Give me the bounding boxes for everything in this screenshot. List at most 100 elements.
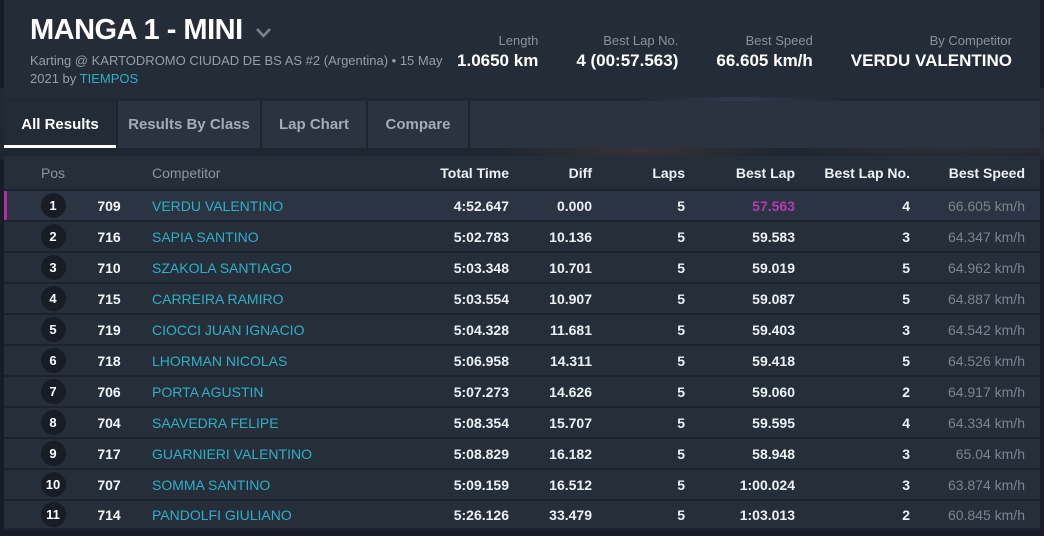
results-table: Pos Competitor Total Time Diff Laps Best…: [4, 156, 1040, 530]
best-speed: 64.347 km/h: [947, 228, 1025, 245]
best-speed: 64.887 km/h: [947, 290, 1025, 307]
table-row[interactable]: 9 717 GUARNIERI VALENTINO 5:08.829 16.18…: [4, 437, 1040, 468]
diff: 10.136: [549, 228, 592, 245]
table-row[interactable]: 4 715 CARREIRA RAMIRO 5:03.554 10.907 5 …: [4, 282, 1040, 313]
kart-number: 706: [97, 383, 121, 400]
best-lap: 1:00.024: [739, 476, 795, 493]
best-lap: 59.019: [752, 259, 795, 276]
results-table-header: Pos Competitor Total Time Diff Laps Best…: [4, 156, 1040, 189]
best-lap-no: 4: [902, 197, 910, 214]
tab-results-by-class[interactable]: Results By Class: [118, 101, 262, 148]
position-badge: 3: [40, 255, 66, 280]
table-row[interactable]: 7 706 PORTA AGUSTIN 5:07.273 14.626 5 59…: [4, 375, 1040, 406]
session-stats: Length 1.0650 km Best Lap No. 4 (00:57.5…: [457, 14, 1012, 97]
results-table-body: 1 709 VERDU VALENTINO 4:52.647 0.000 5 5…: [4, 189, 1040, 530]
table-row[interactable]: 10 707 SOMMA SANTINO 5:09.159 16.512 5 1…: [4, 468, 1040, 499]
position-badge: 2: [40, 224, 66, 249]
kart-number: 709: [97, 197, 121, 214]
competitor-name-link[interactable]: CARREIRA RAMIRO: [152, 290, 284, 307]
competitor-name-link[interactable]: SAPIA SANTINO: [152, 228, 259, 245]
tab-lap-chart[interactable]: Lap Chart: [262, 101, 368, 148]
best-speed: 64.334 km/h: [947, 414, 1025, 431]
position-cell: 6: [4, 348, 82, 373]
best-lap-no: 5: [902, 259, 910, 276]
best-lap: 59.060: [752, 383, 795, 400]
best-lap-no: 3: [902, 228, 910, 245]
total-time: 5:06.958: [453, 352, 509, 369]
total-time: 5:07.273: [453, 383, 509, 400]
kart-number: 719: [97, 321, 121, 338]
position-badge: 8: [40, 410, 66, 435]
table-row[interactable]: 5 719 CIOCCI JUAN IGNACIO 5:04.328 11.68…: [4, 313, 1040, 344]
competitor-name-link[interactable]: GUARNIERI VALENTINO: [152, 445, 312, 462]
kart-number: 707: [97, 476, 121, 493]
competitor-name-link[interactable]: CIOCCI JUAN IGNACIO: [152, 321, 305, 338]
total-time: 5:08.829: [453, 445, 509, 462]
stat-by-competitor: By Competitor VERDU VALENTINO: [851, 33, 1012, 97]
table-row[interactable]: 3 710 SZAKOLA SANTIAGO 5:03.348 10.701 5…: [4, 251, 1040, 282]
position-cell: 9: [4, 441, 82, 466]
best-lap: 59.418: [752, 352, 795, 369]
table-row[interactable]: 6 718 LHORMAN NICOLAS 5:06.958 14.311 5 …: [4, 344, 1040, 375]
tab-all-results[interactable]: All Results: [4, 101, 118, 148]
header-competitor: Competitor: [152, 164, 221, 181]
kart-number: 717: [97, 445, 121, 462]
competitor-name-link[interactable]: LHORMAN NICOLAS: [152, 352, 288, 369]
competitor-name-link[interactable]: PANDOLFI GIULIANO: [152, 506, 292, 523]
position-badge: 5: [40, 317, 66, 342]
position-badge: 1: [40, 193, 66, 218]
stat-value: 1.0650 km: [457, 51, 539, 70]
table-row[interactable]: 1 709 VERDU VALENTINO 4:52.647 0.000 5 5…: [4, 189, 1040, 220]
laps: 5: [677, 383, 685, 400]
best-lap-no: 3: [902, 445, 910, 462]
position-cell: 10: [4, 472, 82, 497]
competitor-name-link[interactable]: SAAVEDRA FELIPE: [152, 414, 279, 431]
header-best-lap: Best Lap: [735, 164, 795, 181]
chevron-down-icon[interactable]: [255, 27, 272, 39]
results-page: MANGA 1 - MINI Karting @ KARTODROMO CIUD…: [4, 0, 1040, 530]
stat-length: Length 1.0650 km: [457, 33, 538, 97]
tab-compare[interactable]: Compare: [368, 101, 470, 148]
best-lap: 59.583: [752, 228, 795, 245]
diff: 10.701: [549, 259, 592, 276]
competitor-name-link[interactable]: SOMMA SANTINO: [152, 476, 271, 493]
header-laps: Laps: [652, 164, 685, 181]
header-total-time: Total Time: [440, 164, 509, 181]
laps: 5: [677, 259, 685, 276]
tiempos-link[interactable]: TIEMPOS: [79, 71, 139, 86]
session-info: MANGA 1 - MINI Karting @ KARTODROMO CIUD…: [30, 14, 457, 97]
page-title: MANGA 1 - MINI: [30, 14, 243, 46]
kart-number: 715: [97, 290, 121, 307]
position-cell: 11: [4, 502, 82, 527]
stat-value: 4 (00:57.563): [576, 51, 679, 70]
competitor-name-link[interactable]: PORTA AGUSTIN: [152, 383, 264, 400]
diff: 16.182: [549, 445, 592, 462]
position-badge: 6: [40, 348, 66, 373]
best-lap: 58.948: [752, 445, 795, 462]
laps: 5: [677, 228, 685, 245]
best-speed: 65.04 km/h: [955, 445, 1025, 462]
kart-number: 716: [97, 228, 121, 245]
table-row[interactable]: 2 716 SAPIA SANTINO 5:02.783 10.136 5 59…: [4, 220, 1040, 251]
stat-label: By Competitor: [929, 33, 1012, 48]
best-lap-no: 3: [902, 321, 910, 338]
laps: 5: [677, 414, 685, 431]
competitor-name-link[interactable]: SZAKOLA SANTIAGO: [152, 259, 293, 276]
best-speed: 63.874 km/h: [947, 476, 1025, 493]
table-row[interactable]: 8 704 SAAVEDRA FELIPE 5:08.354 15.707 5 …: [4, 406, 1040, 437]
stat-value: VERDU VALENTINO: [850, 51, 1012, 70]
table-row[interactable]: 11 714 PANDOLFI GIULIANO 5:26.126 33.479…: [4, 499, 1040, 530]
diff: 14.311: [549, 352, 592, 369]
competitor-name-link[interactable]: VERDU VALENTINO: [152, 197, 284, 214]
laps: 5: [677, 506, 685, 523]
laps: 5: [677, 352, 685, 369]
total-time: 5:09.159: [453, 476, 509, 493]
best-speed: 64.917 km/h: [947, 383, 1025, 400]
position-cell: 1: [4, 193, 82, 218]
best-lap: 57.563: [752, 197, 795, 214]
header-best-lap-no: Best Lap No.: [824, 164, 910, 181]
position-cell: 3: [4, 255, 82, 280]
stat-label: Best Speed: [745, 33, 813, 48]
header-best-speed: Best Speed: [948, 164, 1025, 181]
kart-number: 714: [97, 506, 121, 523]
